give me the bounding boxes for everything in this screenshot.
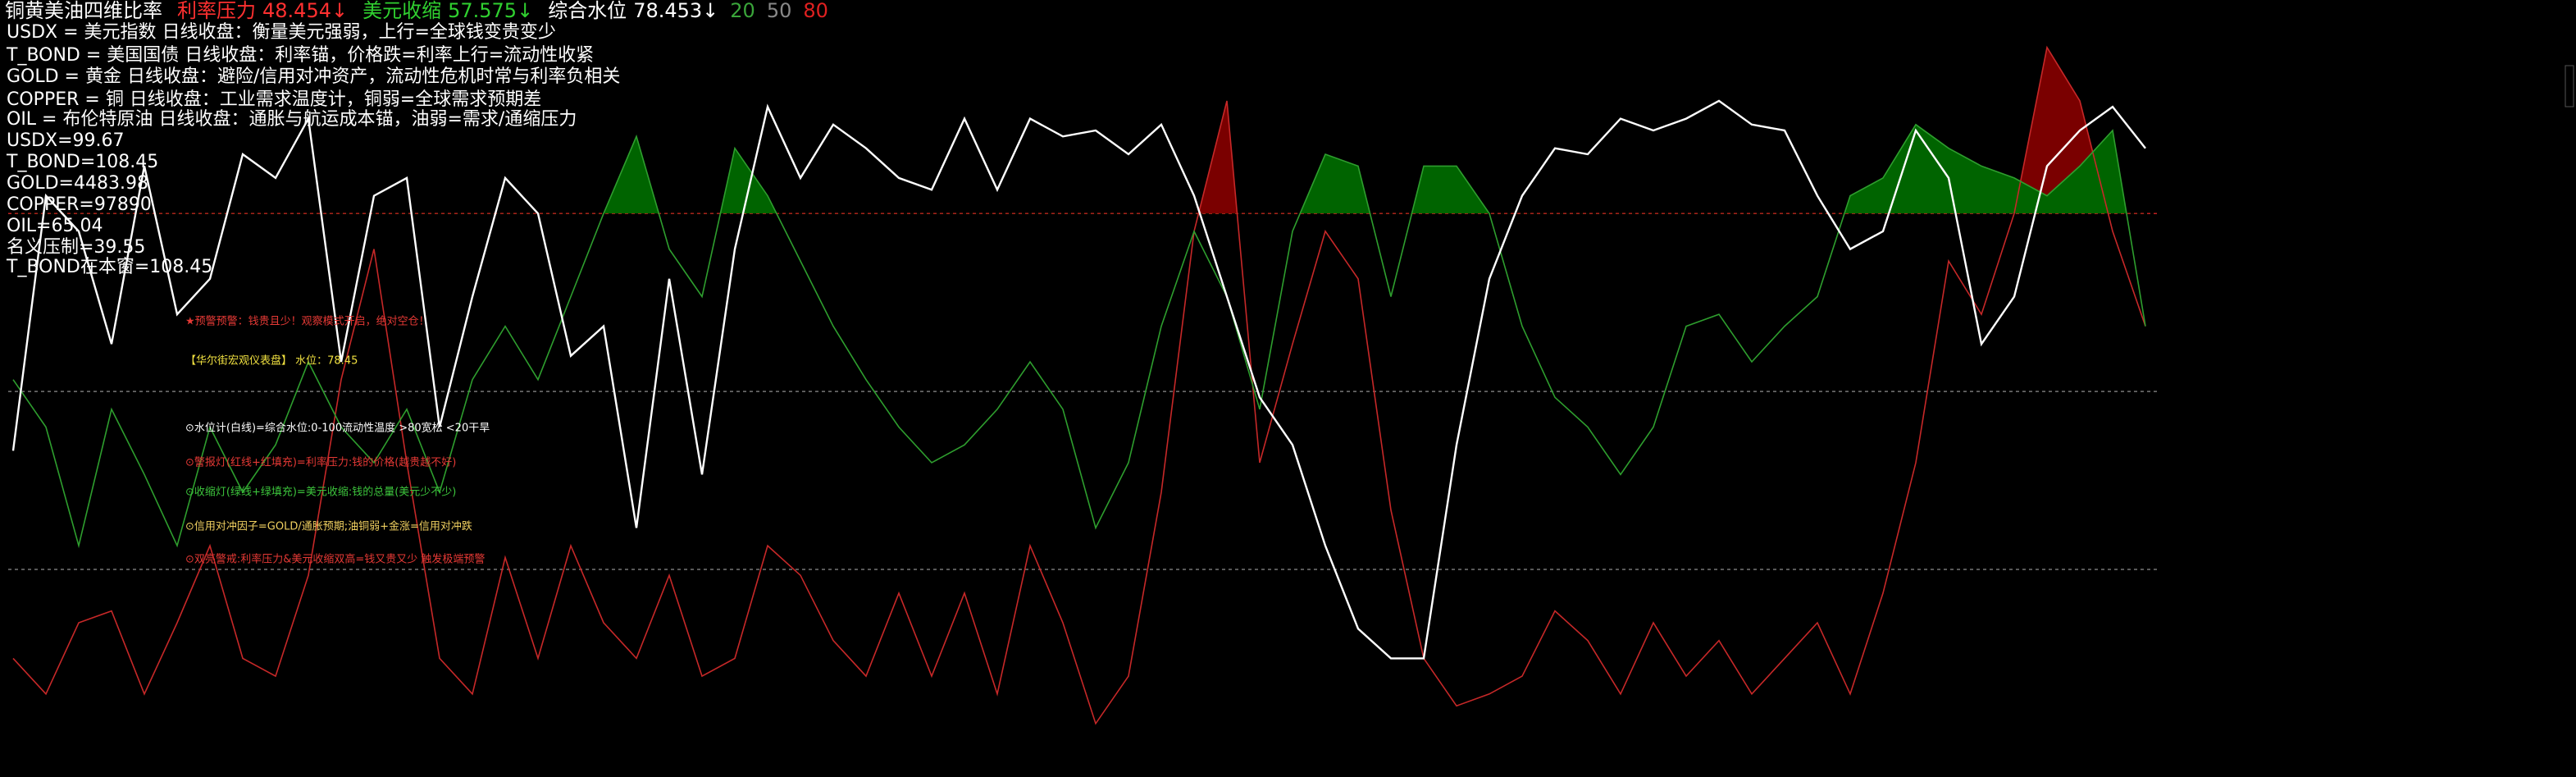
title: 铜黄美油四维比率	[5, 0, 162, 22]
info-line: 名义压制=39.55	[7, 237, 145, 258]
info-line: GOLD = 黄金 日线收盘：避险/信用对冲资产，流动性危机时常与利率负相关	[7, 66, 620, 87]
scroll-icon	[2565, 65, 2574, 107]
area-fill	[13, 47, 2145, 214]
texts: 铜黄美油四维比率 利率压力 48.454↓ 美元收缩 57.575↓ 综合水位 78.453…	[5, 0, 828, 566]
info-line: USDX=99.67	[7, 130, 125, 151]
note: ⊙水位计(白线)=综合水位:0-100流动性温度 >80宽松 <20干旱	[185, 422, 490, 435]
header: 铜黄美油四维比率 利率压力 48.454↓ 美元收缩 57.575↓ 综合水位 78.453…	[5, 0, 828, 22]
legend-name: 综合水位	[548, 0, 627, 22]
levels	[8, 213, 2160, 570]
info-line: T_BOND = 美国国债 日线收盘：利率锚，价格跌=利率上行=流动性收紧	[6, 45, 594, 66]
note: ⊙双亮警戒:利率压力&美元收缩双高=钱又贵又少 触发极端预警	[185, 553, 485, 566]
series-line	[11, 99, 2146, 660]
series-line	[12, 123, 2146, 549]
info-line: T_BOND在本窗=108.45	[6, 257, 212, 277]
info-line: T_BOND=108.45	[6, 152, 158, 172]
note: ⊙信用对冲因子=GOLD/通胀预期;油铜弱+金涨=信用对冲跌	[185, 520, 472, 533]
lines	[11, 45, 2146, 725]
legend-name: 利率压力	[177, 0, 256, 22]
info-line: COPPER = 铜 日线收盘：工业需求温度计，铜弱=全球需求预期差	[7, 89, 541, 110]
note: 【华尔街宏观仪表盘】 水位：78.45	[185, 354, 358, 368]
legend-value: 48.454↓	[262, 0, 348, 22]
info-line: USDX = 美元指数 日线收盘：衡量美元强弱，上行=全球钱变贵变少	[7, 22, 556, 43]
info-line: COPPER=97890	[7, 194, 152, 215]
info-line: OIL=65.04	[7, 216, 103, 236]
series-line	[12, 45, 2146, 725]
legend-value: 78.453↓	[633, 0, 718, 22]
info-line: GOLD=4483.98	[7, 173, 148, 194]
note: ★预警预警：钱贵且少！观察模式开启，绝对空仓！	[185, 315, 430, 328]
note: ⊙收缩灯(绿线+绿填充)=美元收缩:钱的总量(美元少不少)	[185, 486, 456, 499]
legend-name: 美元收缩	[362, 0, 441, 22]
fills	[13, 47, 2145, 214]
level-label: 50	[767, 0, 792, 22]
area-fill	[13, 124, 2145, 214]
legend-value: 57.575↓	[448, 0, 533, 22]
info-line: OIL = 布伦特原油 日线收盘：通胀与航运成本锚，油弱=需求/通缩压力	[7, 109, 577, 130]
level-label: 20	[730, 0, 755, 22]
level-label: 80	[803, 0, 828, 22]
note: ⊙警报灯(红线+红填充)=利率压力:钱的价格(越贵越不好)	[185, 456, 456, 469]
